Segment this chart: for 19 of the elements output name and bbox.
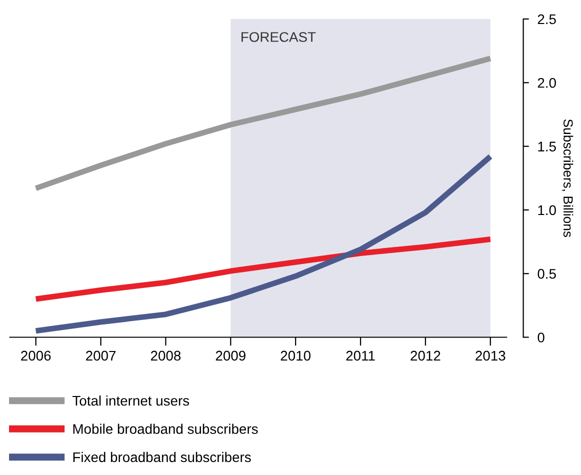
legend-label: Mobile broadband subscribers bbox=[73, 424, 258, 434]
y-tick-label: 0 bbox=[538, 332, 544, 342]
x-tick-label: 2007 bbox=[86, 350, 116, 361]
legend-label: Total internet users bbox=[72, 395, 190, 406]
y-axis-title: Subscribers, Billions bbox=[562, 119, 574, 238]
legend-label: Fixed broadband subscribers bbox=[73, 452, 251, 462]
x-tick-label: 2011 bbox=[346, 350, 375, 361]
x-tick-label: 2013 bbox=[476, 350, 506, 361]
x-tick-label: 2009 bbox=[216, 350, 246, 361]
x-tick-label: 2006 bbox=[21, 350, 51, 361]
y-tick-label: 1.5 bbox=[538, 142, 556, 152]
band-label: FORECAST bbox=[242, 32, 316, 42]
x-tick-label: 2010 bbox=[280, 350, 310, 361]
y-tick-label: 2.0 bbox=[538, 78, 556, 88]
y-tick-label: 0.5 bbox=[538, 268, 556, 279]
x-tick-label: 2012 bbox=[410, 350, 440, 361]
x-tick-label: 2008 bbox=[150, 350, 181, 361]
y-tick-label: 2.5 bbox=[538, 14, 556, 24]
y-tick-label: 1.0 bbox=[538, 205, 556, 216]
